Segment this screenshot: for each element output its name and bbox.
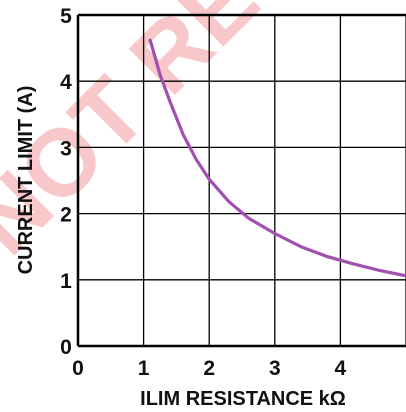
tick-labels: 0 1 2 3 4 0 1 2 3 4 5: [60, 5, 346, 380]
x-tick-label: 4: [335, 357, 347, 380]
x-tick-label: 0: [72, 357, 84, 380]
series-layer: [148, 38, 406, 278]
x-tick-label: 3: [269, 357, 281, 380]
y-tick-label: 4: [60, 71, 72, 94]
x-axis-title: ILIM RESISTANCE kΩ: [140, 388, 346, 410]
x-tick-label: 1: [138, 357, 150, 380]
y-tick-label: 1: [60, 270, 72, 293]
x-tick-label: 2: [203, 357, 215, 380]
y-tick-label: 3: [60, 137, 72, 160]
y-axis-title: CURRENT LIMIT (A): [15, 86, 37, 275]
series-line: [148, 38, 406, 278]
y-tick-label: 0: [60, 336, 72, 359]
y-tick-label: 5: [60, 5, 72, 28]
y-tick-label: 2: [60, 204, 72, 227]
